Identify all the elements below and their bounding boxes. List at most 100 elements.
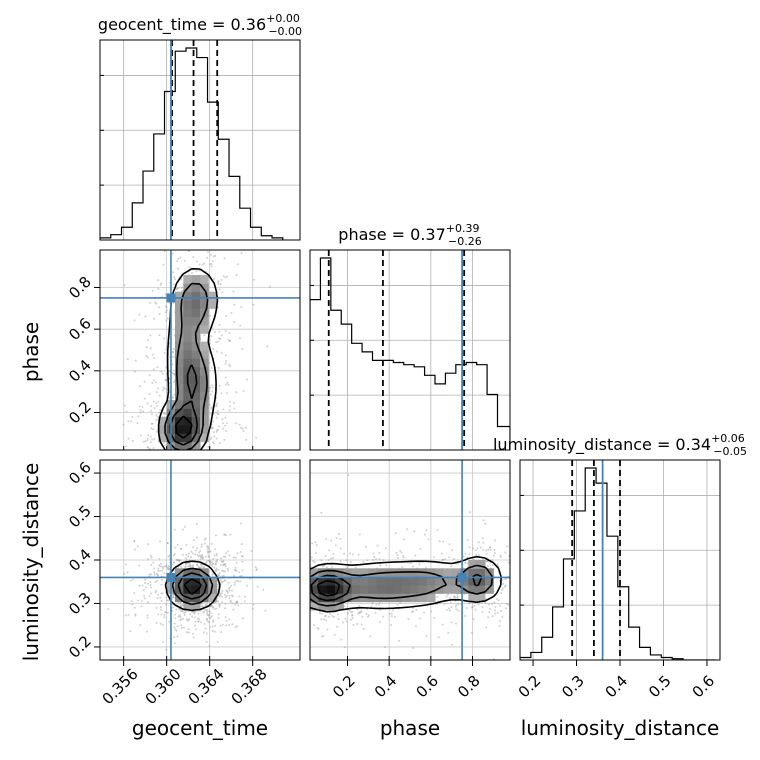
sample-point bbox=[181, 553, 184, 556]
density-cell bbox=[200, 433, 209, 443]
sample-point bbox=[206, 612, 209, 615]
sample-point bbox=[221, 574, 224, 577]
density-cell bbox=[393, 585, 403, 594]
density-cell bbox=[183, 333, 193, 343]
sample-point bbox=[164, 444, 167, 447]
sample-point bbox=[133, 592, 136, 595]
sample-point bbox=[230, 584, 233, 587]
sample-point bbox=[180, 626, 183, 629]
sample-point bbox=[283, 567, 285, 569]
sample-point bbox=[201, 554, 204, 557]
sample-point bbox=[215, 405, 218, 408]
sample-point bbox=[453, 595, 456, 598]
sample-point bbox=[165, 366, 168, 369]
sample-point bbox=[140, 605, 143, 608]
sample-point bbox=[172, 593, 175, 596]
sample-point bbox=[208, 616, 211, 619]
sample-point bbox=[448, 607, 451, 610]
sample-point bbox=[438, 540, 441, 543]
sample-point bbox=[210, 265, 213, 268]
sample-point bbox=[192, 539, 195, 542]
sample-point bbox=[291, 583, 293, 585]
sample-point bbox=[286, 607, 288, 609]
sample-point bbox=[305, 592, 307, 594]
sample-point bbox=[230, 594, 233, 597]
sample-point bbox=[304, 597, 306, 599]
sample-point bbox=[166, 599, 169, 602]
sample-point bbox=[220, 352, 223, 355]
density-cell bbox=[175, 350, 184, 359]
sample-point bbox=[226, 567, 229, 570]
sample-point bbox=[149, 441, 152, 444]
sample-point bbox=[304, 590, 306, 592]
sample-point bbox=[165, 319, 168, 322]
density-cell bbox=[476, 585, 486, 594]
sample-point bbox=[437, 636, 440, 639]
sample-point bbox=[220, 392, 223, 395]
sample-point bbox=[208, 644, 211, 647]
sample-point bbox=[179, 615, 182, 618]
sample-point bbox=[205, 604, 208, 607]
sample-point bbox=[284, 584, 286, 586]
density-cell bbox=[175, 441, 184, 450]
sample-point bbox=[214, 563, 217, 566]
sample-point bbox=[192, 610, 195, 613]
sample-point bbox=[374, 611, 377, 614]
sample-point bbox=[194, 620, 197, 623]
sample-point bbox=[177, 257, 180, 260]
density-cell bbox=[200, 275, 209, 284]
sample-point bbox=[166, 567, 169, 570]
sample-point bbox=[494, 609, 497, 612]
sample-point bbox=[425, 529, 428, 532]
sample-point bbox=[514, 590, 516, 592]
sample-point bbox=[236, 600, 239, 603]
sample-point bbox=[241, 427, 244, 430]
sample-point bbox=[150, 592, 153, 595]
sample-point bbox=[207, 481, 209, 483]
sample-point bbox=[209, 550, 212, 553]
sample-point bbox=[218, 595, 221, 598]
sample-point bbox=[523, 574, 525, 576]
sample-point bbox=[193, 612, 196, 615]
sample-point bbox=[241, 560, 244, 563]
sample-point bbox=[499, 556, 502, 559]
sample-point bbox=[285, 599, 287, 601]
sample-point bbox=[180, 289, 183, 292]
sample-point bbox=[366, 615, 369, 618]
sample-point bbox=[212, 431, 215, 434]
sample-point bbox=[418, 563, 421, 566]
sample-point bbox=[448, 609, 451, 612]
sample-point bbox=[205, 608, 208, 611]
sample-point bbox=[436, 528, 439, 531]
sample-point bbox=[196, 260, 199, 263]
sample-point bbox=[196, 547, 199, 550]
sample-point bbox=[163, 572, 166, 575]
sample-point bbox=[301, 627, 303, 629]
sample-point bbox=[151, 289, 154, 292]
sample-point bbox=[192, 636, 195, 639]
sample-point bbox=[184, 565, 187, 568]
histogram-step bbox=[520, 467, 716, 660]
sample-point bbox=[325, 619, 328, 622]
sample-point bbox=[414, 625, 417, 628]
sample-point bbox=[452, 558, 455, 561]
sample-point bbox=[186, 619, 189, 622]
sample-point bbox=[151, 438, 154, 441]
sample-point bbox=[173, 381, 176, 384]
sample-point bbox=[390, 624, 393, 627]
sample-point bbox=[220, 557, 223, 560]
sample-point bbox=[201, 557, 204, 560]
sample-point bbox=[489, 548, 492, 551]
sample-point bbox=[233, 407, 236, 410]
sample-point bbox=[138, 584, 141, 587]
sample-point bbox=[173, 626, 176, 629]
sample-point bbox=[146, 402, 149, 405]
sample-point bbox=[392, 609, 395, 612]
sample-point bbox=[165, 348, 168, 351]
sample-point bbox=[181, 461, 183, 463]
sample-point bbox=[161, 372, 164, 375]
sample-point bbox=[211, 426, 214, 429]
sample-point bbox=[177, 559, 180, 562]
density-cell bbox=[318, 576, 328, 586]
sample-point bbox=[150, 413, 153, 416]
